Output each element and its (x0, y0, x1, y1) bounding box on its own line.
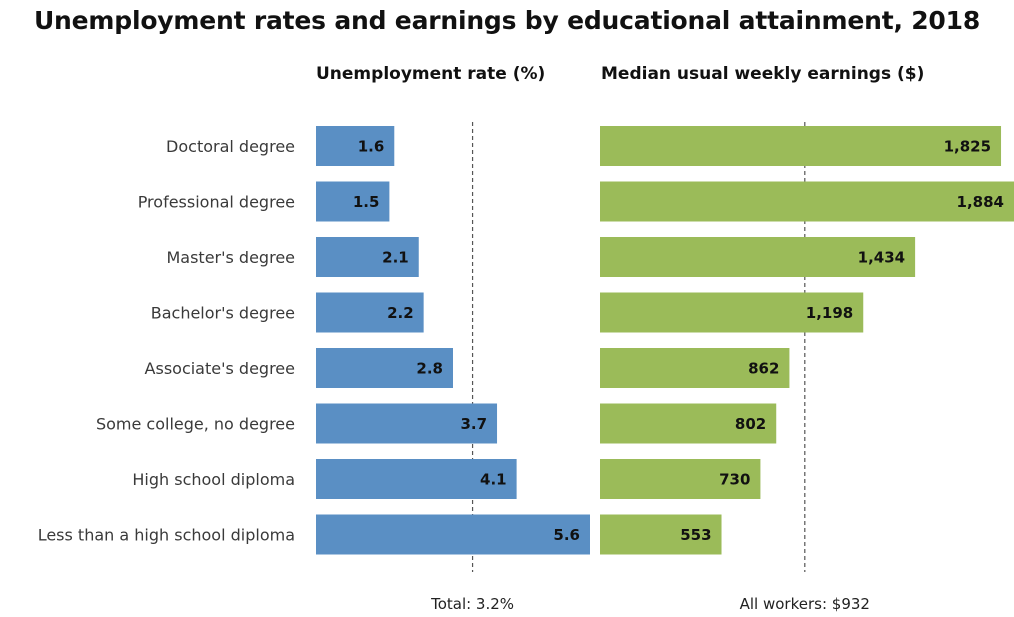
unemployment-value-label: 2.1 (382, 249, 409, 267)
category-label: Some college, no degree (96, 415, 295, 434)
unemployment-bar (316, 181, 390, 222)
category-label: Bachelor's degree (151, 304, 295, 323)
earnings-value-label: 553 (680, 526, 711, 544)
unemployment-reference-label: Total: 3.2% (430, 595, 514, 613)
unemployment-value-label: 2.8 (416, 360, 443, 378)
category-label: Doctoral degree (166, 137, 295, 156)
category-label: Less than a high school diploma (38, 526, 295, 545)
unemployment-bar (316, 237, 419, 277)
earnings-bar (600, 348, 790, 388)
earnings-bar (600, 181, 1014, 222)
unemployment-bar (316, 348, 453, 388)
earnings-value-label: 730 (719, 471, 750, 489)
category-label: High school diploma (132, 470, 295, 489)
unemployment-bar (316, 459, 517, 499)
earnings-reference-label: All workers: $932 (740, 595, 870, 613)
earnings-bar (600, 126, 1002, 166)
earnings-bar (600, 292, 864, 333)
unemployment-value-label: 5.6 (553, 526, 580, 544)
earnings-panel-title: Median usual weekly earnings ($) (601, 64, 925, 84)
unemployment-bar (316, 292, 424, 333)
unemployment-panel-title: Unemployment rate (%) (316, 64, 546, 84)
unemployment-bar (316, 514, 590, 555)
unemployment-value-label: 2.2 (387, 304, 414, 322)
unemployment-bar (316, 403, 498, 444)
unemployment-value-label: 1.6 (358, 138, 385, 156)
unemployment-value-label: 3.7 (460, 415, 487, 433)
earnings-value-label: 1,434 (858, 249, 905, 267)
earnings-value-label: 1,884 (957, 193, 1004, 211)
earnings-bar (600, 403, 777, 444)
earnings-value-label: 862 (748, 360, 779, 378)
earnings-value-label: 1,198 (806, 304, 853, 322)
unemployment-value-label: 4.1 (480, 471, 507, 489)
category-label: Master's degree (166, 248, 295, 267)
unemployment-bar (316, 126, 395, 166)
earnings-value-label: 1,825 (944, 138, 991, 156)
category-label: Professional degree (138, 193, 295, 212)
category-label: Associate's degree (145, 359, 295, 378)
chart-title: Unemployment rates and earnings by educa… (33, 6, 981, 35)
earnings-bar (600, 237, 916, 277)
earnings-value-label: 802 (735, 415, 766, 433)
unemployment-value-label: 1.5 (353, 193, 380, 211)
earnings-bar (600, 459, 761, 499)
earnings-bar (600, 514, 722, 555)
